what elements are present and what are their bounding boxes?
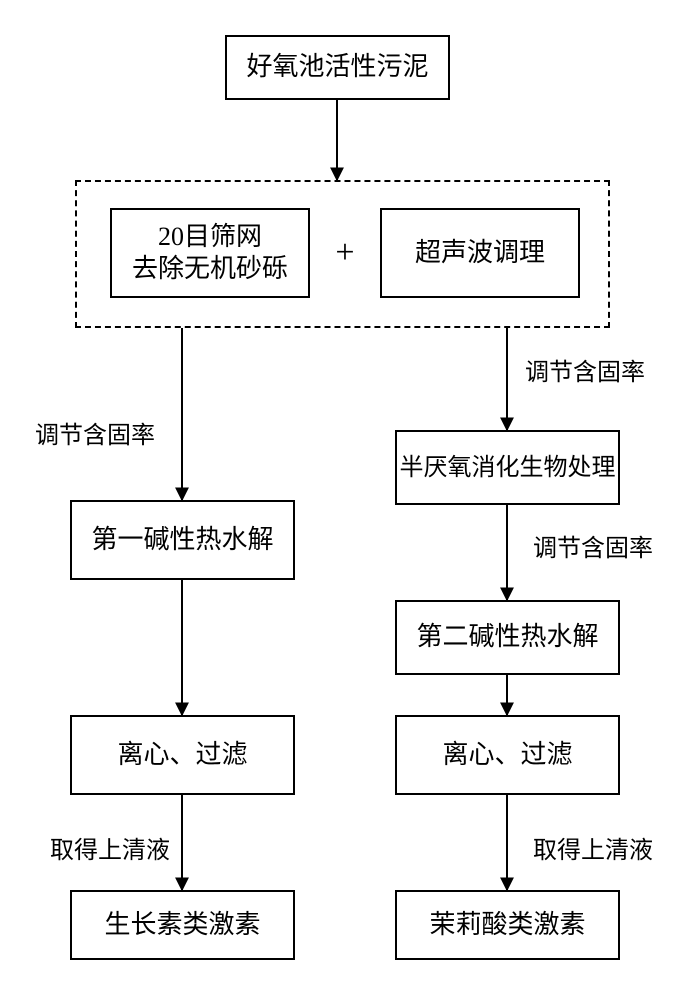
node-right-a: 半厌氧消化生物处理 [395,430,620,505]
edge-label-left-1-text: 调节含固率 [35,423,155,449]
edge-label-right-1-text: 调节含固率 [525,360,645,386]
edge-label-right-3-text: 取得上清液 [533,838,653,864]
node-screen: 20目筛网 去除无机砂砾 [110,208,310,298]
node-left-b-label: 离心、过滤 [117,739,247,772]
edge-label-right-2-text: 调节含固率 [533,536,653,562]
node-left-b: 离心、过滤 [70,715,295,795]
edge-label-left-2-text: 取得上清液 [50,838,170,864]
node-left-a-label: 第一碱性热水解 [91,524,273,557]
edge-label-left-1: 调节含固率 [35,415,155,450]
edge-label-left-2: 取得上清液 [50,830,170,865]
node-ultrasonic: 超声波调理 [380,208,580,298]
node-left-c: 生长素类激素 [70,890,295,960]
node-ultrasonic-label: 超声波调理 [415,237,545,270]
node-top: 好氧池活性污泥 [225,35,450,100]
edge-label-right-3: 取得上清液 [533,830,653,865]
plus-symbol: + [310,225,380,281]
edge-label-right-2: 调节含固率 [533,528,653,563]
node-right-d-label: 茉莉酸类激素 [429,909,585,942]
node-right-c-label: 离心、过滤 [442,739,572,772]
plus-label: + [335,234,354,272]
edge-label-right-1: 调节含固率 [525,352,645,387]
node-right-d: 茉莉酸类激素 [395,890,620,960]
node-right-b-label: 第二碱性热水解 [416,621,598,654]
node-right-b: 第二碱性热水解 [395,600,620,675]
node-top-label: 好氧池活性污泥 [246,51,428,84]
node-right-c: 离心、过滤 [395,715,620,795]
node-left-c-label: 生长素类激素 [104,909,260,942]
node-right-a-label: 半厌氧消化生物处理 [400,453,616,483]
node-left-a: 第一碱性热水解 [70,500,295,580]
node-screen-label: 20目筛网 去除无机砂砾 [132,221,288,286]
